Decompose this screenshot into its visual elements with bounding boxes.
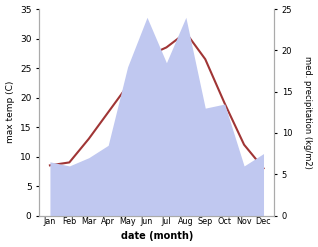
Y-axis label: med. precipitation (kg/m2): med. precipitation (kg/m2) [303, 56, 313, 169]
Y-axis label: max temp (C): max temp (C) [5, 81, 15, 144]
X-axis label: date (month): date (month) [121, 231, 193, 242]
